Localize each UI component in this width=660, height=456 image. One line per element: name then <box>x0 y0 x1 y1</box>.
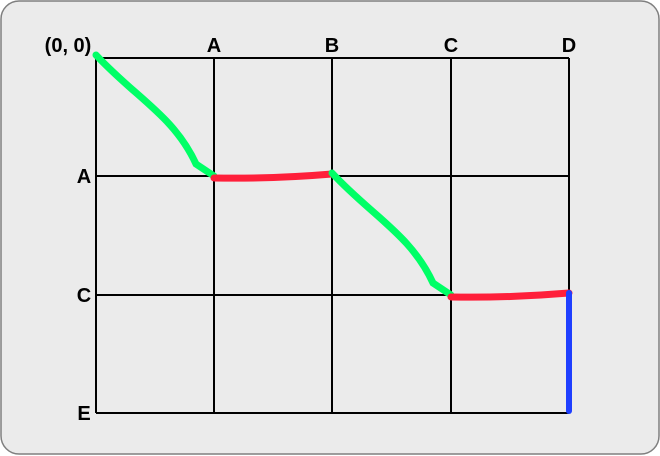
diagonal-path-segment <box>92 51 218 180</box>
horizontal-path-segment <box>210 170 336 182</box>
column-label-d: D <box>562 35 576 57</box>
alignment-path <box>92 51 573 414</box>
diagonal-path-segment <box>328 169 455 299</box>
column-label-b: B <box>325 35 339 57</box>
grid-lines <box>95 57 570 414</box>
row-label-a: A <box>77 166 91 188</box>
origin-label: (0, 0) <box>45 35 92 57</box>
column-label-c: C <box>444 35 458 57</box>
row-label-e: E <box>77 403 90 425</box>
horizontal-path-segment <box>447 289 573 301</box>
column-label-a: A <box>207 35 221 57</box>
row-label-c: C <box>77 285 91 307</box>
